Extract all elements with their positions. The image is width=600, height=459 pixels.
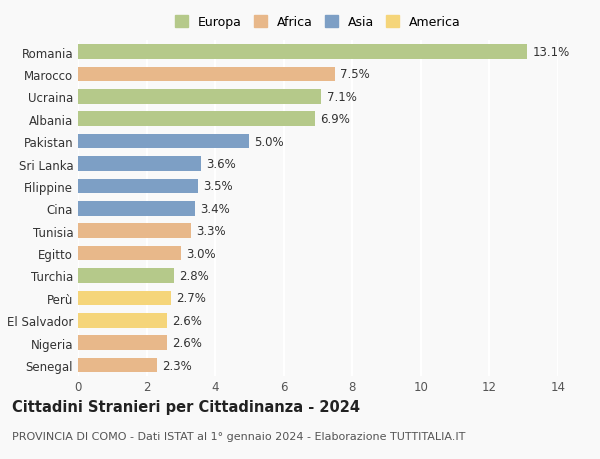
Text: Cittadini Stranieri per Cittadinanza - 2024: Cittadini Stranieri per Cittadinanza - 2… <box>12 399 360 414</box>
Text: 2.8%: 2.8% <box>179 269 209 282</box>
Bar <box>78 358 157 372</box>
Bar <box>78 157 202 171</box>
Bar <box>78 179 198 194</box>
Text: 3.5%: 3.5% <box>203 180 233 193</box>
Text: 6.9%: 6.9% <box>320 113 350 126</box>
Bar <box>78 269 174 283</box>
Bar <box>78 45 527 60</box>
Legend: Europa, Africa, Asia, America: Europa, Africa, Asia, America <box>173 13 463 32</box>
Text: 7.5%: 7.5% <box>340 68 370 81</box>
Text: 3.0%: 3.0% <box>186 247 215 260</box>
Text: 7.1%: 7.1% <box>326 91 356 104</box>
Bar <box>78 134 250 149</box>
Bar <box>78 336 167 350</box>
Bar <box>78 67 335 82</box>
Text: 3.4%: 3.4% <box>200 202 229 215</box>
Bar <box>78 224 191 238</box>
Bar <box>78 202 194 216</box>
Text: 3.3%: 3.3% <box>196 225 226 238</box>
Text: 2.3%: 2.3% <box>162 359 192 372</box>
Text: 13.1%: 13.1% <box>532 46 569 59</box>
Text: 2.7%: 2.7% <box>176 292 206 305</box>
Text: 2.6%: 2.6% <box>172 336 202 349</box>
Text: PROVINCIA DI COMO - Dati ISTAT al 1° gennaio 2024 - Elaborazione TUTTITALIA.IT: PROVINCIA DI COMO - Dati ISTAT al 1° gen… <box>12 431 466 442</box>
Text: 3.6%: 3.6% <box>206 158 236 171</box>
Bar <box>78 112 314 127</box>
Bar <box>78 291 170 305</box>
Bar <box>78 90 322 104</box>
Text: 2.6%: 2.6% <box>172 314 202 327</box>
Text: 5.0%: 5.0% <box>254 135 284 148</box>
Bar <box>78 246 181 261</box>
Bar <box>78 313 167 328</box>
